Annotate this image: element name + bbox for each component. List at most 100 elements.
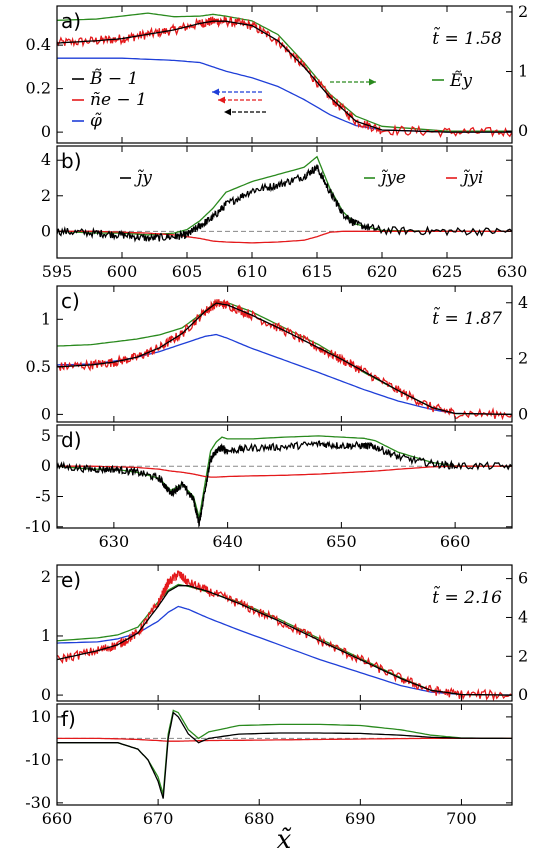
legend-label: j̃y: [134, 168, 152, 188]
series-line: [57, 570, 512, 701]
legend-label: j̃ye: [378, 168, 406, 188]
y-tick-label: 1: [41, 309, 51, 328]
y2-tick-label: 0: [518, 685, 528, 704]
x-tick-label: 630: [497, 262, 528, 281]
y-tick-label: 2: [41, 567, 51, 586]
x-tick-label: 700: [446, 809, 477, 828]
panel-b: 0 2 4 595 600 605 610 615 620 625 630 b): [41, 145, 528, 281]
panel-label: c): [61, 289, 80, 313]
series-line: [57, 164, 512, 243]
y-tick-label: 0: [41, 404, 51, 423]
x-tick-label: 620: [367, 262, 398, 281]
arrow-head: [224, 108, 231, 116]
y-tick-label: 0: [41, 221, 51, 240]
series-group: [57, 12, 512, 139]
panel-f: -30 -10 10 660 670 680 690 700 f): [25, 703, 513, 828]
x-tick-label: 630: [99, 532, 130, 551]
panel-label: a): [61, 9, 81, 33]
x-tick-label: 595: [42, 262, 73, 281]
y-tick-label: 4: [41, 150, 51, 169]
x-tick-label: 690: [345, 809, 376, 828]
legend-a: B̃ − 1ñe − 1φ̃ Ẽy: [72, 69, 472, 131]
panel-e: 0 1 2 0 2 4 6 e) t̃ = 2.16: [41, 564, 528, 704]
x-tick-label: 670: [143, 809, 174, 828]
series-line: [57, 302, 512, 416]
y2-tick-label: 1: [518, 62, 528, 81]
time-label: t̃ = 1.58: [432, 27, 502, 49]
y-tick-label: 1: [41, 626, 51, 645]
plot-frame: [56, 703, 513, 806]
series-line: [57, 230, 512, 244]
arrow-head: [369, 78, 376, 86]
series-line: [57, 585, 512, 696]
series-line: [57, 711, 512, 799]
y-tick-label: 0.2: [26, 79, 51, 98]
series-group: [57, 570, 512, 701]
y2-tick-label: 2: [518, 349, 528, 368]
legend-b: j̃y j̃ye j̃yi: [120, 168, 483, 188]
x-tick-label: 660: [440, 532, 471, 551]
x-tick-label: 650: [326, 532, 357, 551]
series-line: [57, 737, 512, 742]
legend-label: ñe − 1: [90, 90, 147, 110]
x-tick-label: 660: [42, 809, 73, 828]
y-tick-label: 5: [41, 426, 51, 445]
y-tick-label: -10: [25, 750, 51, 769]
series-line: [57, 333, 512, 416]
y-tick-label: -5: [35, 486, 51, 505]
y-tick-label: 0.5: [26, 357, 51, 376]
series-line: [57, 440, 512, 528]
series-group: [57, 299, 512, 421]
plot-frame: [56, 564, 513, 702]
y-tick-label: 0.4: [26, 35, 51, 54]
series-line: [57, 465, 512, 478]
y2-tick-label: 4: [518, 607, 528, 626]
legend-label: φ̃: [90, 111, 102, 131]
y2-tick-label: 0: [518, 404, 528, 423]
y2-tick-label: 2: [518, 2, 528, 21]
plot-frame: [56, 145, 513, 259]
panel-label: b): [61, 149, 82, 173]
series-line: [57, 299, 512, 421]
x-tick-label: 605: [172, 262, 203, 281]
y-tick-label: 0: [41, 456, 51, 475]
direction-arrows: [212, 78, 376, 116]
x-axis-label: x̃: [277, 825, 292, 855]
panel-label: d): [61, 428, 82, 452]
y2-tick-label: 4: [518, 293, 528, 312]
panel-label: f): [61, 707, 76, 731]
x-tick-label: 625: [432, 262, 463, 281]
y-tick-label: -10: [25, 517, 51, 536]
series-group: [57, 435, 512, 528]
series-line: [57, 605, 512, 696]
y-tick-label: -30: [25, 793, 51, 812]
x-tick-label: 680: [244, 809, 275, 828]
series-line: [57, 709, 512, 795]
y-tick-label: 10: [31, 707, 51, 726]
panel-d: -10 -5 0 5 630 640 650 660 d): [25, 424, 513, 551]
series-group: [57, 155, 512, 244]
y-tick-label: 0: [41, 685, 51, 704]
arrow-head: [212, 88, 219, 96]
panel-c: 0 0.5 1 0 2 4 c) t̃ = 1.87: [26, 285, 528, 423]
time-label: t̃ = 2.16: [432, 586, 502, 608]
y-tick-label: 2: [41, 186, 51, 205]
legend-label: B̃ − 1: [89, 69, 138, 89]
series-group: [57, 709, 512, 799]
y-tick-label: 0: [41, 122, 51, 141]
series-line: [57, 155, 512, 236]
series-line: [57, 20, 512, 133]
x-tick-label: 600: [107, 262, 138, 281]
legend-label: Ẽy: [449, 70, 472, 91]
legend-label: j̃yi: [460, 168, 483, 188]
plot-frame: [56, 5, 513, 144]
x-tick-label: 615: [302, 262, 333, 281]
time-label: t̃ = 1.87: [432, 307, 502, 329]
plot-frame: [56, 285, 513, 423]
x-tick-label: 640: [212, 532, 243, 551]
x-tick-label: 610: [237, 262, 268, 281]
y2-tick-label: 6: [518, 569, 528, 588]
panel-label: e): [61, 568, 81, 592]
y2-tick-label: 2: [518, 646, 528, 665]
